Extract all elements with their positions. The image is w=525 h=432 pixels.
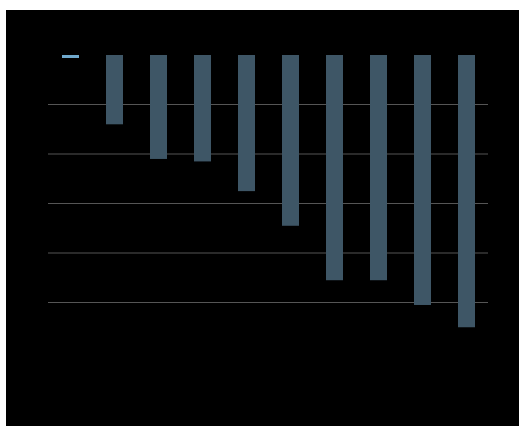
bar-10 (458, 55, 475, 328)
bar-5 (238, 55, 255, 192)
bar-3 (150, 55, 167, 159)
bar-1 (62, 55, 79, 58)
bars (62, 55, 475, 328)
bar-chart (48, 55, 488, 328)
bar-8 (370, 55, 387, 281)
bar-4 (194, 55, 211, 162)
bar-6 (282, 55, 299, 226)
bar-9 (414, 55, 431, 305)
bar-7 (326, 55, 343, 281)
chart-area (6, 10, 519, 426)
bar-2 (106, 55, 123, 125)
